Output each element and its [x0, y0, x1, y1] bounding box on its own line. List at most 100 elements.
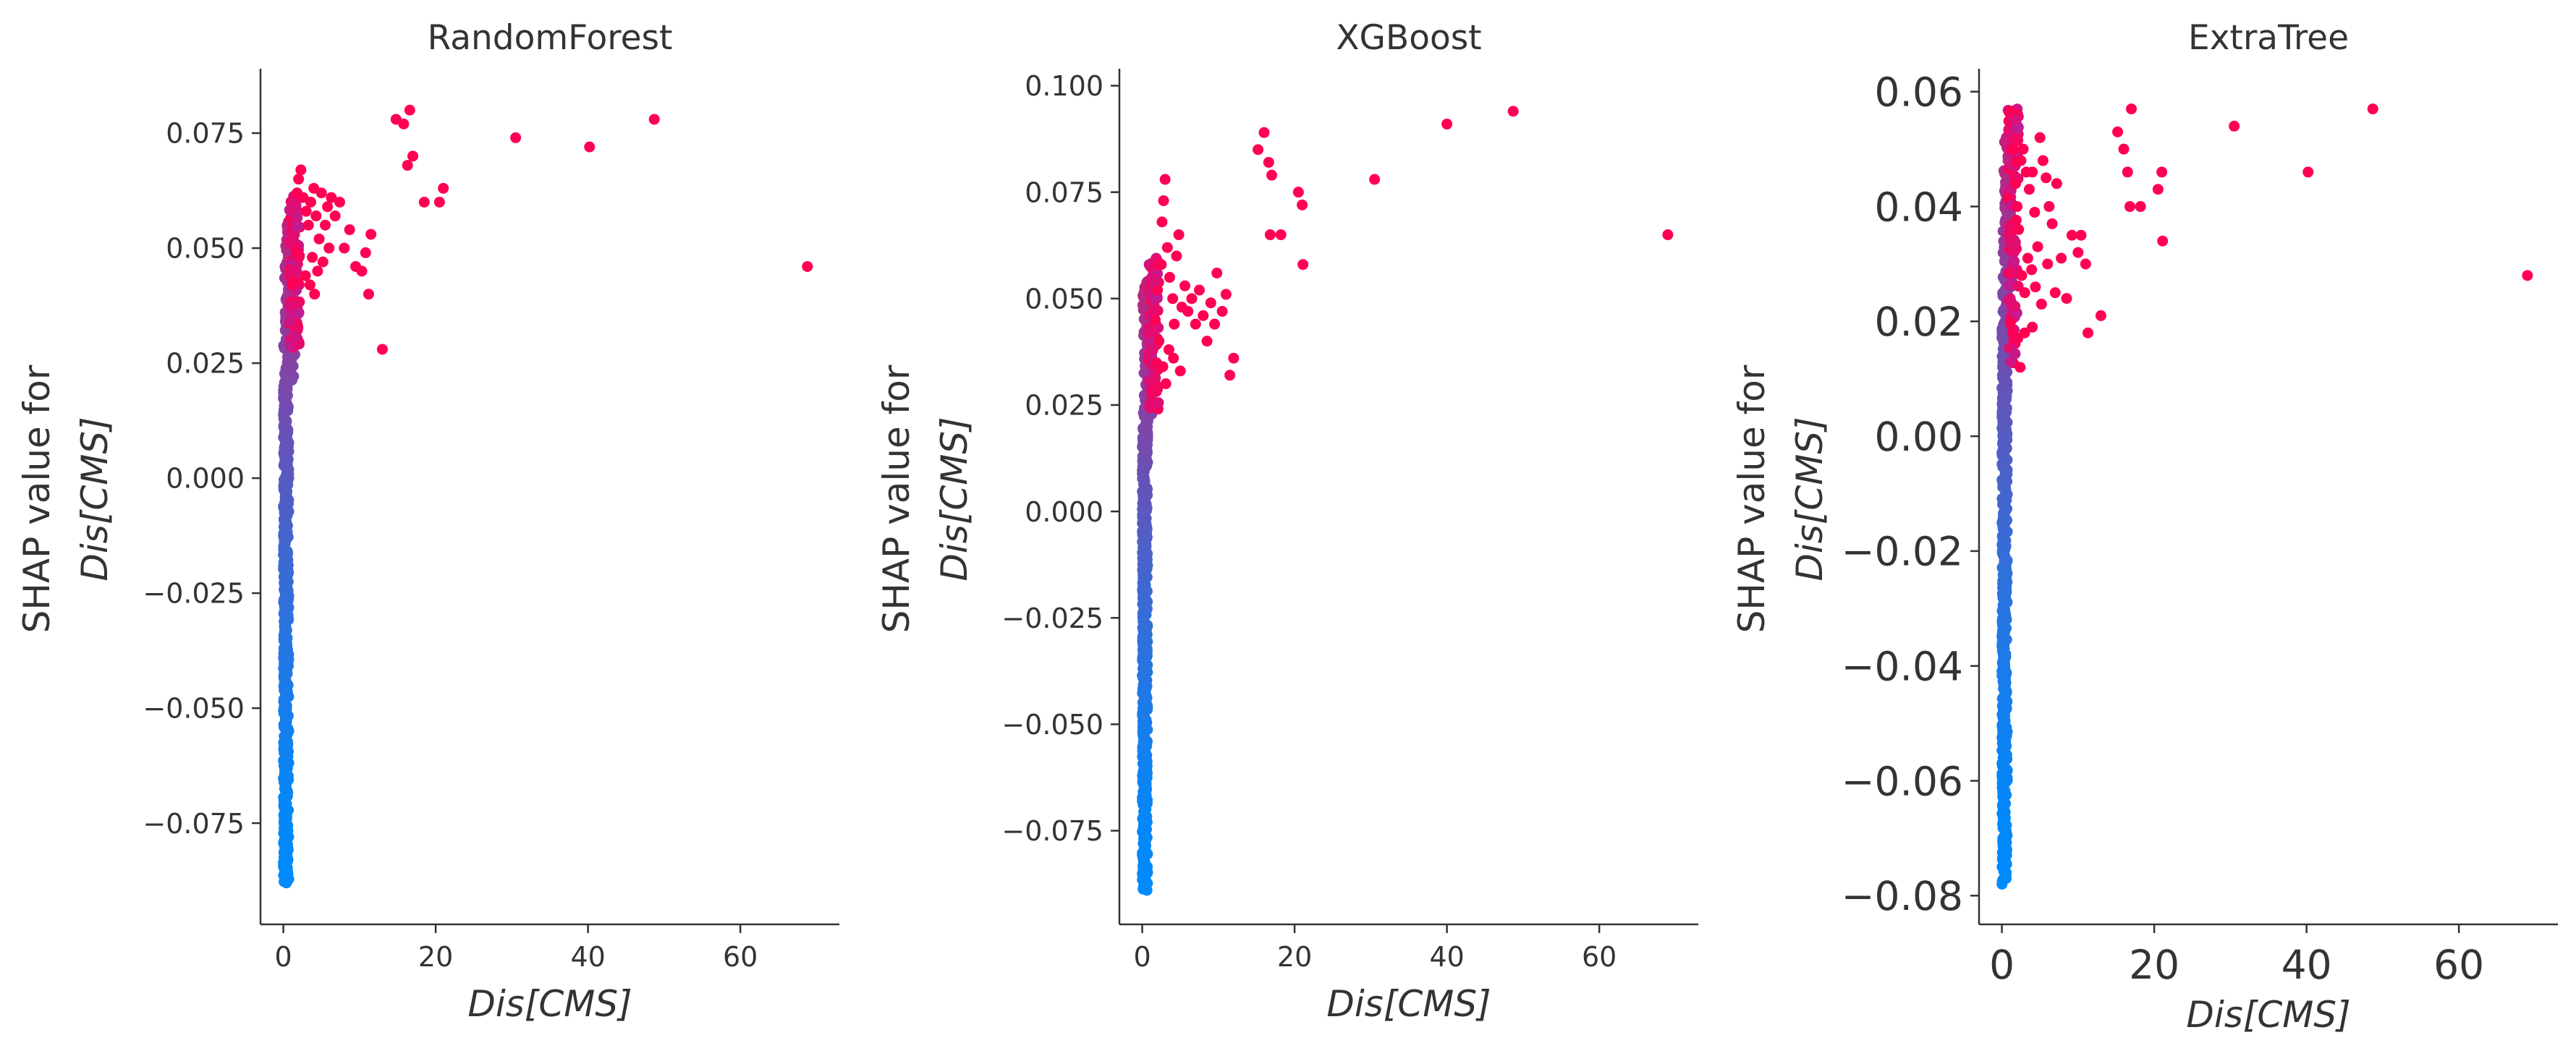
scatter-point: [312, 265, 323, 277]
chart-title: RandomForest: [428, 18, 673, 58]
scatter-point: [285, 196, 297, 208]
scatter-point: [2124, 201, 2135, 213]
scatter-point: [2152, 184, 2164, 195]
y-tick-label: 0.025: [166, 348, 245, 380]
scatter-point: [2003, 268, 2014, 279]
scatter-point: [2042, 258, 2054, 270]
scatter-point: [287, 278, 298, 289]
scatter-point: [2010, 178, 2022, 190]
scatter-point: [1266, 169, 1278, 181]
x-tick-label: 0: [1133, 941, 1151, 973]
scatter-point: [1179, 280, 1191, 291]
scatter-point: [1194, 284, 1206, 296]
scatter-point: [344, 224, 355, 236]
scatter-point: [1167, 293, 1179, 305]
y-tick-label: −0.050: [1001, 709, 1103, 741]
scatter-point: [292, 221, 304, 233]
scatter-point: [291, 247, 302, 258]
scatter-point: [339, 242, 350, 254]
scatter-point: [2004, 292, 2016, 304]
scatter-point: [2004, 317, 2016, 328]
scatter-point: [1369, 174, 1381, 185]
scatter-point: [438, 182, 449, 194]
scatter-point: [2017, 143, 2029, 155]
scatter-point: [310, 210, 322, 222]
scatter-point: [2004, 106, 2015, 117]
x-tick-label: 40: [2281, 942, 2332, 988]
scatter-point: [1441, 119, 1453, 130]
scatter-point: [1174, 365, 1186, 377]
scatter-point: [313, 233, 325, 244]
scatter-point: [2029, 206, 2041, 218]
scatter-point: [356, 265, 368, 277]
scatter-point: [1209, 318, 1221, 330]
y-tick-label: −0.025: [143, 578, 245, 610]
scatter-point: [1182, 305, 1194, 317]
scatter-point: [1150, 372, 1161, 384]
scatter-point: [1171, 250, 1182, 262]
scatter-point: [2118, 143, 2130, 155]
scatter-point: [1198, 310, 1209, 321]
x-tick-label: 20: [2129, 942, 2179, 988]
scatter-point: [418, 196, 430, 208]
y-tick-label: 0.02: [1875, 299, 1963, 345]
scatter-point: [433, 196, 445, 208]
scatter-point: [1220, 289, 1232, 300]
scatter-point: [293, 174, 305, 185]
scatter-points: [278, 104, 813, 889]
scatter-point: [2229, 120, 2240, 132]
scatter-point: [2157, 235, 2169, 247]
scatter-point: [2043, 201, 2055, 213]
scatter-point: [1151, 386, 1162, 397]
scatter-point: [1153, 336, 1165, 347]
scatter-point: [2061, 293, 2072, 305]
scatter-point: [1157, 361, 1169, 372]
scatter-point: [2027, 166, 2038, 178]
y-tick-label: −0.075: [1001, 815, 1103, 847]
scatter-point: [1292, 187, 1304, 198]
y-axis-label-line1: SHAP value for: [1731, 365, 1773, 633]
scatter-point: [2005, 356, 2017, 367]
scatter-point: [2030, 281, 2041, 293]
scatter-point: [1161, 242, 1173, 253]
y-tick-label: −0.050: [143, 693, 245, 725]
scatter-point: [302, 219, 314, 231]
scatter-point: [1156, 259, 1167, 271]
y-tick-label: 0.00: [1875, 414, 1963, 460]
scatter-point: [1201, 336, 1213, 347]
scatter-point: [2012, 201, 2023, 213]
y-axis-label-line2: Dis[CMS]: [74, 417, 116, 581]
y-tick-label: 0.04: [1875, 184, 1963, 230]
scatter-point: [1253, 144, 1264, 156]
scatter-point: [1228, 352, 1240, 364]
scatter-point: [1169, 318, 1180, 330]
scatter-point: [2027, 321, 2038, 333]
scatter-point: [1216, 305, 1228, 317]
scatter-point: [2012, 281, 2024, 292]
scatter-point: [584, 141, 596, 153]
scatter-point: [2075, 229, 2087, 241]
x-tick-label: 0: [274, 941, 292, 973]
scatter-point: [2035, 299, 2047, 310]
y-tick-label: 0.06: [1875, 69, 1963, 116]
scatter-point: [309, 289, 321, 300]
scatter-point: [1153, 397, 1164, 409]
scatter-point: [2034, 132, 2046, 143]
y-tick-label: −0.04: [1841, 644, 1963, 690]
scatter-point: [2009, 114, 2021, 125]
scatter-point: [1143, 347, 1155, 359]
y-tick-label: −0.02: [1841, 529, 1963, 575]
scatter-point: [319, 219, 331, 231]
y-tick-label: 0.100: [1025, 70, 1103, 102]
scatter-point: [300, 205, 312, 217]
scatter-point: [376, 344, 388, 355]
y-tick-label: −0.08: [1841, 873, 1963, 919]
chart-title: ExtraTree: [2188, 18, 2349, 58]
scatter-point: [2004, 220, 2015, 231]
scatter-point: [2046, 218, 2058, 229]
scatter-point: [1186, 293, 1198, 305]
scatter-point: [2026, 264, 2038, 276]
scatter-point: [2051, 178, 2062, 190]
scatter-point: [284, 237, 295, 248]
scatter-point: [2112, 126, 2124, 137]
